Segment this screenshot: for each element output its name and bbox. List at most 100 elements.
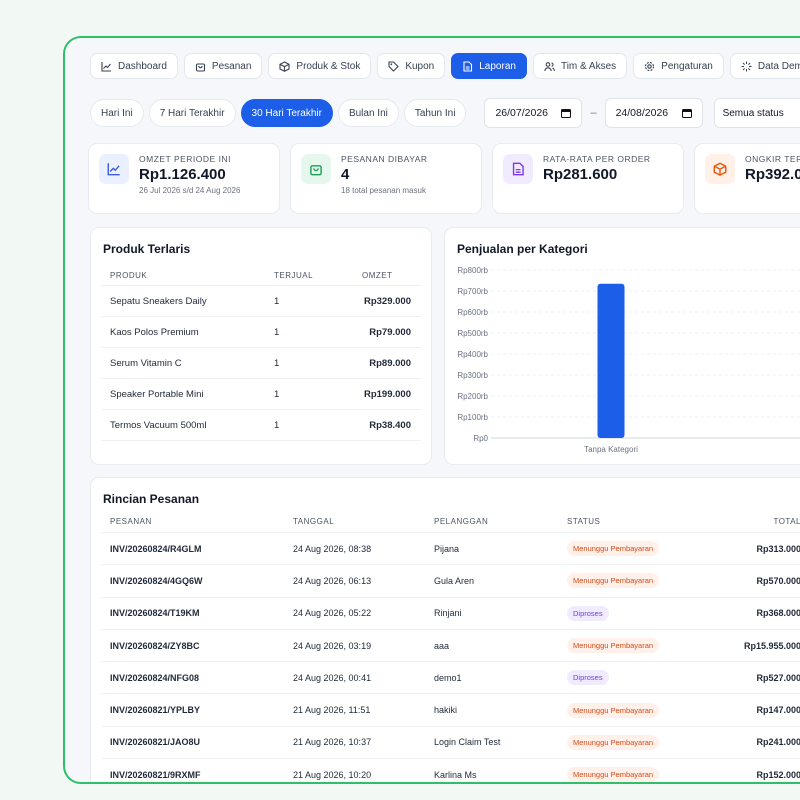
product-name: Termos Vacuum 500ml: [110, 419, 207, 431]
table-row[interactable]: INV/20260824/T19KM 24 Aug 2026, 05:22 Rinj…: [101, 598, 800, 630]
document-icon: [462, 60, 473, 72]
users-icon: [544, 61, 555, 72]
order-id[interactable]: INV/20260824/4GQ6W: [110, 575, 203, 586]
order-customer: demo1: [434, 672, 462, 683]
nav-produk-stok[interactable]: Produk & Stok: [268, 53, 372, 79]
order-id[interactable]: INV/20260821/YPLBY: [110, 705, 201, 716]
nav-kupon[interactable]: Kupon: [377, 53, 446, 79]
gear-icon: [644, 61, 655, 72]
range-chip-hari-ini[interactable]: Hari Ini: [90, 99, 144, 127]
nav-label: Kupon: [405, 60, 435, 72]
table-row[interactable]: INV/20260821/JAO8U 21 Aug 2026, 10:37 Logi…: [101, 727, 800, 760]
status-badge: Menunggu Pembayaran: [567, 541, 660, 557]
order-customer: aaa: [434, 640, 450, 651]
status-select[interactable]: Semua status: [713, 98, 800, 128]
order-date: 21 Aug 2026, 10:20: [293, 769, 372, 780]
product-name: Kaos Polos Premium: [110, 326, 199, 338]
order-total: Rp147.000: [756, 705, 800, 716]
order-id[interactable]: INV/20260824/T19KM: [110, 608, 200, 619]
filter-bar: Hari Ini 7 Hari Terakhir 30 Hari Terakhir B…: [90, 98, 800, 128]
nav-laporan[interactable]: Laporan: [451, 53, 527, 79]
x-tick-label: Tanpa Kategori: [584, 445, 638, 454]
date-to-input[interactable]: 24/08/2026: [604, 98, 703, 128]
bag-icon: [195, 62, 205, 72]
orders-title: Rincian Pesanan: [103, 492, 200, 506]
range-chip-30-hari-terakhir[interactable]: 30 Hari Terakhir: [240, 99, 333, 127]
orders-panel: Rincian Pesanan PESANAN TANGGAL PELANGGA…: [90, 477, 800, 782]
order-date: 24 Aug 2026, 05:22: [293, 608, 372, 619]
top-products-title: Produk Terlaris: [103, 242, 191, 256]
bag-icon: [310, 165, 322, 176]
trend-icon: [107, 163, 120, 176]
product-revenue: Rp79.000: [369, 326, 411, 338]
date-to-value: 24/08/2026: [615, 107, 669, 119]
users-icon: [544, 61, 555, 71]
calendar-icon: [681, 109, 692, 118]
status-badge: Menunggu Pembayaran: [567, 702, 660, 718]
order-total: Rp152.000: [756, 769, 800, 780]
table-row: Termos Vacuum 500ml 1 Rp38.400: [101, 410, 421, 441]
box-icon: [279, 60, 290, 72]
product-rows: Sepatu Sneakers Daily 1 Rp329.000 Kaos Polo…: [101, 286, 421, 441]
order-customer: Pijana: [434, 543, 460, 554]
nav-label: Tim & Akses: [560, 60, 617, 72]
status-badge: Menunggu Pembayaran: [567, 767, 660, 782]
product-sold: 1: [274, 357, 280, 369]
range-chip-tahun-ini[interactable]: Tahun Ini: [403, 99, 467, 127]
product-name: Sepatu Sneakers Daily: [110, 295, 207, 307]
product-sold: 1: [274, 388, 280, 400]
box-icon: [713, 162, 727, 176]
table-row[interactable]: INV/20260824/R4GLM 24 Aug 2026, 08:38 Pija…: [101, 533, 800, 566]
order-id[interactable]: INV/20260824/R4GLM: [110, 543, 202, 554]
y-tick-label: Rp700rb: [457, 287, 488, 296]
stat-sub: 18 total pesanan masuk: [341, 186, 426, 195]
range-chip-bulan-ini[interactable]: Bulan Ini: [337, 99, 399, 127]
tag-icon: [388, 60, 400, 72]
order-customer: Karlina Ms: [434, 769, 477, 780]
stat-value: 4: [341, 166, 350, 183]
table-row[interactable]: INV/20260824/NFG08 24 Aug 2026, 00:41 demo…: [101, 662, 800, 695]
y-tick-label: Rp200rb: [457, 392, 488, 401]
range-chip-7-hari-terakhir[interactable]: 7 Hari Terakhir: [148, 99, 236, 127]
date-separator: –: [590, 107, 597, 119]
date-from-input[interactable]: 26/07/2026: [484, 98, 583, 128]
order-total: Rp241.000: [756, 737, 800, 748]
order-rows: INV/20260824/R4GLM 24 Aug 2026, 08:38 Pija…: [101, 533, 800, 782]
category-chart-panel: Penjualan per Kategori Rp0 Rp100rb Rp200rb…: [444, 227, 800, 465]
nav-pengaturan[interactable]: Pengaturan: [633, 53, 724, 79]
top-nav: Dashboard Pesanan Produk & Stok Kupon Lapora…: [90, 53, 800, 79]
table-row: Serum Vitamin C 1 Rp89.000: [101, 348, 421, 379]
order-date: 24 Aug 2026, 03:19: [293, 640, 372, 651]
chart-line-icon: [101, 61, 111, 72]
stat-badge: [503, 154, 533, 184]
order-id[interactable]: INV/20260821/9RXMF: [110, 769, 201, 780]
order-customer: hakiki: [434, 705, 458, 716]
nav-dashboard[interactable]: Dashboard: [90, 53, 178, 79]
nav-label: Data Demo: [757, 60, 800, 72]
nav-tim-akses[interactable]: Tim & Akses: [532, 53, 628, 79]
table-row: Sepatu Sneakers Daily 1 Rp329.000: [101, 286, 421, 317]
order-customer: Rinjani: [434, 608, 462, 619]
order-date: 21 Aug 2026, 10:37: [293, 737, 372, 748]
y-tick-label: Rp0: [473, 434, 488, 443]
table-row[interactable]: INV/20260821/9RXMF 21 Aug 2026, 10:20 Karl…: [101, 759, 800, 782]
bag-icon: [195, 61, 206, 72]
order-id[interactable]: INV/20260824/ZY8BC: [110, 640, 200, 651]
chart-bar[interactable]: [597, 283, 625, 438]
table-row[interactable]: INV/20260824/ZY8BC 24 Aug 2026, 03:19 aaa M…: [101, 630, 800, 663]
nav-pesanan[interactable]: Pesanan: [183, 53, 263, 79]
table-row[interactable]: INV/20260821/YPLBY 21 Aug 2026, 11:51 haki…: [101, 694, 800, 727]
order-id[interactable]: INV/20260821/JAO8U: [110, 737, 201, 748]
sparkle-icon: [741, 61, 752, 72]
chart-line-icon: [101, 61, 112, 72]
order-total: Rp313.000: [756, 543, 800, 554]
table-row[interactable]: INV/20260824/4GQ6W 24 Aug 2026, 06:13 Gula…: [101, 565, 800, 598]
order-id[interactable]: INV/20260824/NFG08: [110, 672, 200, 683]
stat-value: Rp281.600: [543, 166, 618, 183]
nav-data-demo[interactable]: Data Demo: [729, 53, 800, 79]
product-revenue: Rp329.000: [363, 295, 411, 307]
y-tick-label: Rp600rb: [457, 308, 488, 317]
box-icon: [279, 60, 290, 72]
y-tick-label: Rp500rb: [457, 329, 488, 338]
product-revenue: Rp199.000: [363, 388, 411, 400]
